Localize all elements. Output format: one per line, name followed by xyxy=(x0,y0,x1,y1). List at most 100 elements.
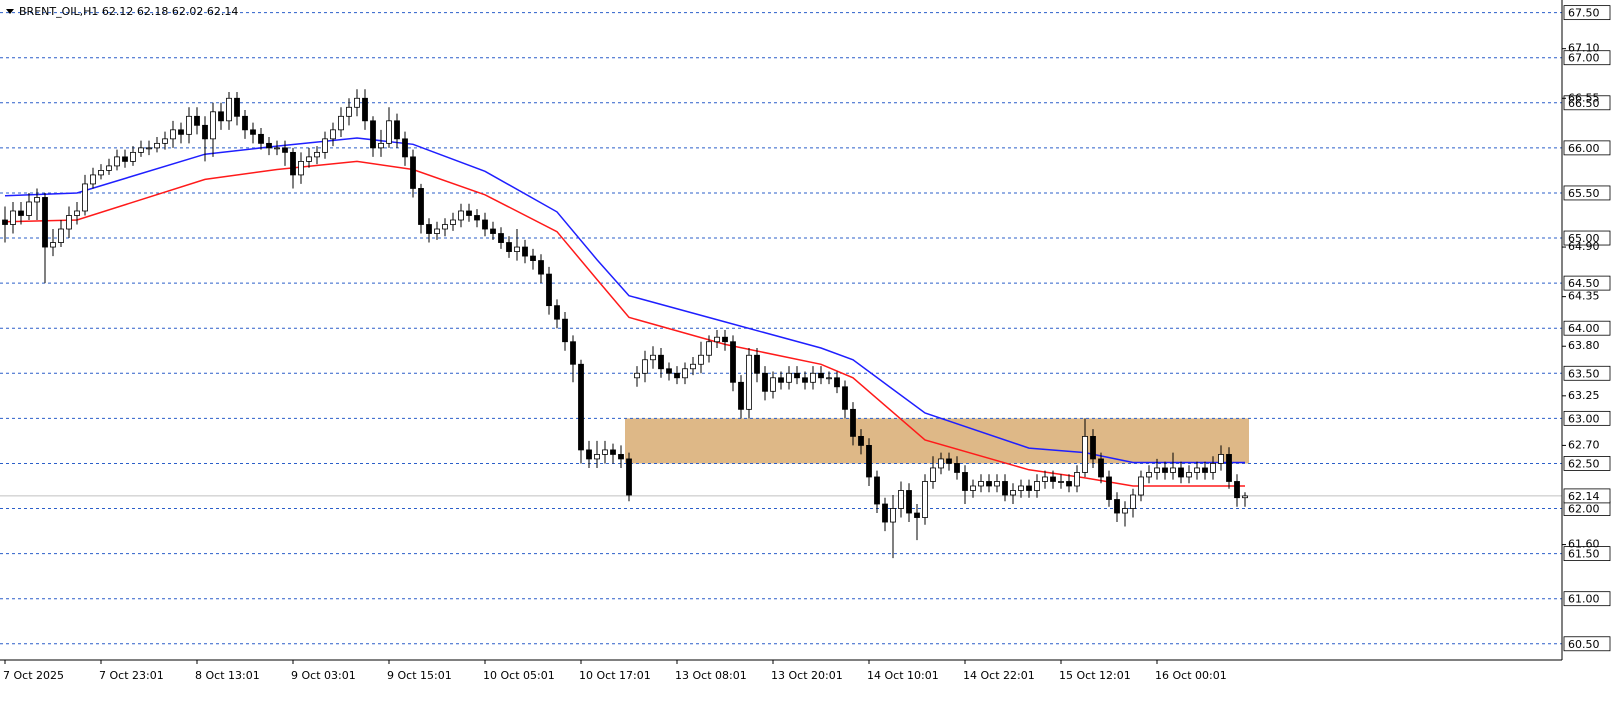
level-label: 62.00 xyxy=(1568,503,1600,516)
candle-body xyxy=(594,454,600,460)
candle-body xyxy=(298,160,304,176)
candle-body xyxy=(1202,467,1208,473)
candle-body xyxy=(714,336,720,343)
level-label-box xyxy=(1563,185,1611,201)
candle-body xyxy=(66,215,72,230)
candle-body xyxy=(658,354,664,370)
level-label: 61.50 xyxy=(1568,548,1600,561)
candle-body xyxy=(826,377,832,380)
candle-body xyxy=(938,458,944,469)
candle-body xyxy=(178,129,184,135)
candle-body xyxy=(986,481,992,487)
candle-body xyxy=(650,354,656,361)
candle-body xyxy=(90,174,96,185)
candle-body xyxy=(82,183,88,212)
level-label: 67.00 xyxy=(1568,52,1600,65)
candle-body xyxy=(154,142,160,149)
candle-body xyxy=(1130,494,1136,509)
price-label: 62.14 xyxy=(1568,490,1600,503)
candle-body xyxy=(898,490,904,509)
menu-triangle[interactable] xyxy=(6,9,14,14)
candle-body xyxy=(1178,467,1184,478)
y-tick-label: 64.90 xyxy=(1568,240,1600,253)
x-tick-label: 14 Oct 10:01 xyxy=(867,669,939,682)
candle-body xyxy=(418,188,424,225)
x-tick-label: 15 Oct 12:01 xyxy=(1059,669,1131,682)
candle-body xyxy=(346,106,352,117)
x-tick-label: 16 Oct 00:01 xyxy=(1155,669,1227,682)
candle-body xyxy=(498,233,504,243)
y-tick-label: 63.25 xyxy=(1568,389,1600,402)
candle-body xyxy=(194,115,200,126)
candle-body xyxy=(786,372,792,383)
candle-body xyxy=(114,156,120,167)
candle-body xyxy=(186,115,192,135)
candle-body xyxy=(538,260,544,275)
candle-body xyxy=(394,120,400,140)
candle-body xyxy=(314,151,320,158)
candle-body xyxy=(802,377,808,383)
level-label-box xyxy=(1563,591,1611,607)
zone xyxy=(625,418,1249,464)
candle-body xyxy=(1082,435,1088,473)
candle-body xyxy=(378,142,384,149)
x-tick-label: 13 Oct 20:01 xyxy=(771,669,843,682)
level-label: 62.50 xyxy=(1568,457,1600,470)
candle-body xyxy=(106,165,112,171)
candle-body xyxy=(882,503,888,523)
candle-body xyxy=(1010,490,1016,496)
level-label: 66.50 xyxy=(1568,97,1600,110)
level-label-box xyxy=(1563,5,1611,21)
level-label: 65.50 xyxy=(1568,187,1600,200)
plot-area xyxy=(0,12,1562,645)
candle-body xyxy=(1106,476,1112,500)
candle-body xyxy=(322,138,328,153)
candle-body xyxy=(602,449,608,455)
candle-body xyxy=(74,210,80,216)
candle-body xyxy=(1018,485,1024,491)
candle-body xyxy=(490,228,496,234)
candle-body xyxy=(1034,481,1040,491)
y-tick-label: 66.55 xyxy=(1568,91,1600,104)
level-label-box xyxy=(1563,456,1611,471)
candle-body xyxy=(842,386,848,410)
candle-body xyxy=(98,170,104,176)
candle-body xyxy=(930,467,936,482)
level-label-box xyxy=(1563,95,1611,111)
candle-body xyxy=(778,377,784,383)
candle-body xyxy=(586,449,592,460)
candle-body xyxy=(546,273,552,307)
candle-body xyxy=(666,368,672,374)
candle-body xyxy=(850,408,856,437)
candle-body xyxy=(290,151,296,176)
candle-body xyxy=(34,197,40,203)
candle-body xyxy=(514,246,520,252)
candle-body xyxy=(570,341,576,365)
candle-body xyxy=(362,97,368,122)
candle-body xyxy=(138,147,144,153)
candle-body xyxy=(274,147,280,150)
x-tick-label: 8 Oct 13:01 xyxy=(195,669,260,682)
candle-body xyxy=(866,445,872,478)
candle-body xyxy=(474,215,480,221)
candle-body xyxy=(922,481,928,518)
candle-body xyxy=(226,97,232,122)
candle-body xyxy=(554,305,560,320)
candle-body xyxy=(282,147,288,153)
level-label-box xyxy=(1563,275,1611,291)
y-tick-label: 62.70 xyxy=(1568,438,1600,451)
candle-body xyxy=(146,147,152,150)
candle-body xyxy=(1026,485,1032,491)
candle-body xyxy=(634,372,640,379)
candle-body xyxy=(746,354,752,410)
level-label: 64.50 xyxy=(1568,277,1600,290)
candle-body xyxy=(258,133,264,144)
candle-body xyxy=(762,372,768,392)
candle-body xyxy=(978,481,984,487)
candle-body xyxy=(1146,472,1152,478)
candle-body xyxy=(1234,481,1240,499)
candle-body xyxy=(810,372,816,383)
candle-body xyxy=(530,255,536,261)
